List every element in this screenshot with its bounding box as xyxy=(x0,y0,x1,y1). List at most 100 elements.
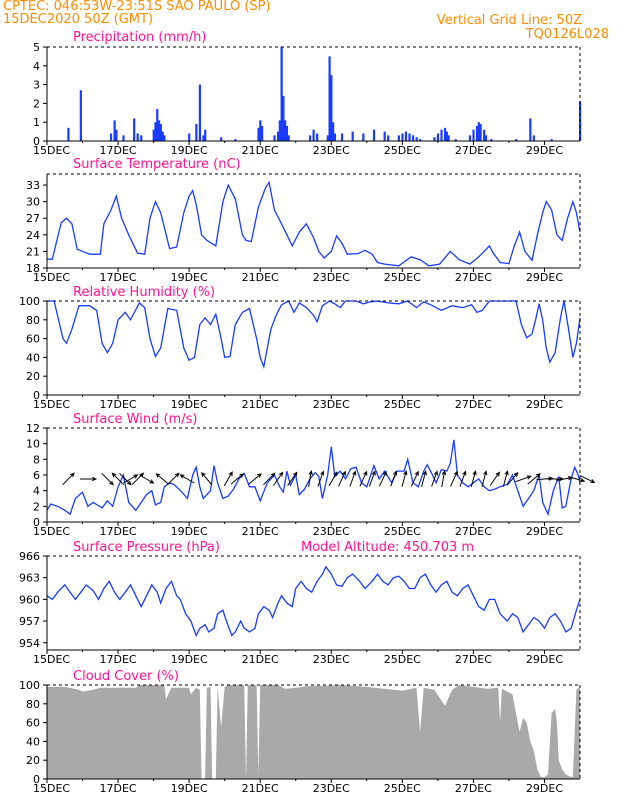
y-tick-label: 40 xyxy=(26,735,40,748)
wind-arrow xyxy=(338,470,346,487)
y-tick-label: 80 xyxy=(26,314,40,327)
y-tick-label: 2 xyxy=(33,97,40,110)
precip-bar xyxy=(454,139,457,141)
wind-arrow xyxy=(101,472,114,486)
wind-arrow xyxy=(230,473,245,485)
precip-bar xyxy=(484,135,488,141)
wind-arrow xyxy=(223,471,233,487)
wind-arrow xyxy=(167,472,180,486)
y-tick-label: 0 xyxy=(33,773,40,786)
y-tick-label: 40 xyxy=(26,351,40,364)
precip-bar xyxy=(312,129,315,141)
wind-arrow xyxy=(502,470,509,487)
x-tick-label: 21DEC xyxy=(242,144,279,157)
panel-title: Cloud Cover (%) xyxy=(73,669,179,684)
wind-arrow xyxy=(527,473,541,485)
wind-arrow xyxy=(179,474,195,484)
wind-arrow xyxy=(421,470,427,487)
precip-bar xyxy=(436,133,440,141)
precip-bar xyxy=(280,47,283,141)
precip-bar xyxy=(532,135,536,141)
panel-3: Relative Humidity (%) 0 20 40 60 80 100 15DEC 17… xyxy=(19,285,581,411)
precip-bar xyxy=(440,129,443,141)
precip-bar xyxy=(260,125,264,141)
wind-arrow xyxy=(401,470,408,487)
wind-arrow xyxy=(248,473,262,485)
x-tick-label: 17DEC xyxy=(100,144,137,157)
series-line xyxy=(47,300,581,370)
y-tick-label: 24 xyxy=(26,229,40,242)
precip-bar xyxy=(477,122,480,141)
wind-arrow xyxy=(123,474,139,484)
precip-bar xyxy=(443,127,447,141)
x-tick-label: 21DEC xyxy=(242,271,279,284)
precip-bar xyxy=(479,124,482,141)
x-tick-label: 19DEC xyxy=(171,653,208,666)
precip-bar xyxy=(188,133,191,141)
precip-bar xyxy=(550,139,553,141)
x-tick-label: 21DEC xyxy=(242,653,279,666)
y-tick-label: 963 xyxy=(19,572,40,585)
precip-bar xyxy=(273,135,276,141)
y-tick-label: 966 xyxy=(19,550,40,563)
precip-bar xyxy=(198,84,201,141)
x-tick-label: 27DEC xyxy=(455,525,492,538)
y-tick-label: 60 xyxy=(26,717,40,730)
x-tick-label: 25DEC xyxy=(384,782,421,795)
x-tick-label: 29DEC xyxy=(526,398,563,411)
wind-arrow xyxy=(481,470,488,487)
wind-arrow xyxy=(359,470,368,487)
precip-bar xyxy=(332,122,335,141)
x-tick-label: 15DEC xyxy=(33,271,70,284)
x-tick-label: 27DEC xyxy=(455,782,492,795)
precip-bar xyxy=(330,75,333,141)
x-tick-label: 29DEC xyxy=(526,144,563,157)
panel-title: Surface Temperature (nC) xyxy=(73,157,241,172)
precip-bar xyxy=(468,135,472,141)
wind-arrow xyxy=(111,472,125,486)
wind-arrow xyxy=(263,472,276,486)
wind-arrow xyxy=(431,470,438,487)
y-tick-label: 8 xyxy=(33,453,40,466)
x-tick-label: 17DEC xyxy=(100,398,137,411)
precip-bar xyxy=(419,139,422,141)
precip-bar xyxy=(308,135,312,141)
wind-arrow xyxy=(272,471,284,486)
wind-arrow xyxy=(390,470,398,487)
precip-bar xyxy=(195,124,198,141)
run-id-label: TQ0126L028 xyxy=(525,27,609,42)
wind-arrow xyxy=(489,471,500,486)
x-tick-label: 27DEC xyxy=(455,271,492,284)
precip-bar xyxy=(401,133,404,141)
y-tick-label: 100 xyxy=(19,295,40,308)
y-tick-label: 20 xyxy=(26,754,40,767)
wind-arrow xyxy=(308,469,313,487)
x-tick-label: 23DEC xyxy=(313,144,350,157)
x-tick-label: 23DEC xyxy=(313,782,350,795)
precip-bar xyxy=(154,122,157,141)
wind-arrow xyxy=(79,476,98,482)
y-tick-label: 960 xyxy=(19,593,40,606)
x-tick-label: 19DEC xyxy=(171,144,208,157)
x-tick-label: 23DEC xyxy=(313,525,350,538)
x-tick-label: 15DEC xyxy=(33,653,70,666)
y-tick-label: 957 xyxy=(19,615,40,628)
precip-bar xyxy=(284,120,287,141)
precip-bar xyxy=(383,131,386,141)
x-tick-label: 15DEC xyxy=(33,525,70,538)
wind-arrow xyxy=(515,475,532,483)
x-tick-label: 17DEC xyxy=(100,653,137,666)
x-tick-label: 21DEC xyxy=(242,398,279,411)
wind-arrow xyxy=(328,471,338,487)
precip-bar xyxy=(115,129,118,141)
wind-arrow xyxy=(131,472,145,486)
x-tick-label: 17DEC xyxy=(100,782,137,795)
precip-bar xyxy=(483,129,486,141)
wind-arrow xyxy=(378,470,387,487)
x-tick-label: 29DEC xyxy=(526,653,563,666)
series-line xyxy=(47,180,581,267)
wind-arrow xyxy=(579,475,596,483)
precip-bar xyxy=(67,127,70,141)
precip-bar xyxy=(159,124,162,141)
precip-bar xyxy=(257,127,260,141)
